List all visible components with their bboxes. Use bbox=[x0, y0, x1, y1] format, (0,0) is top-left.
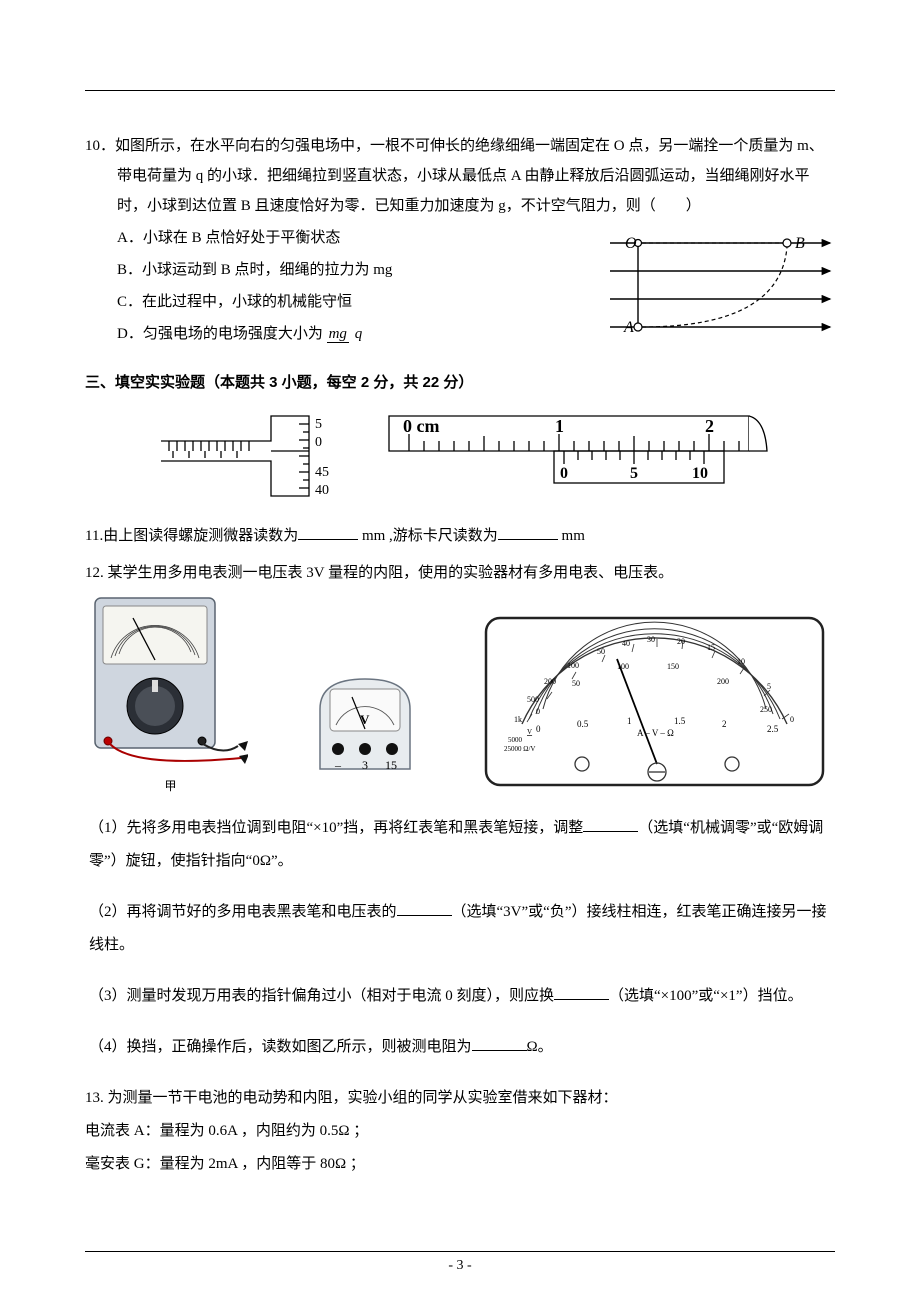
voltmeter-V: V bbox=[360, 712, 370, 727]
q10-stem: 10．如图所示，在水平向右的匀强电场中，一根不可伸长的绝缘细绳一端固定在 O 点… bbox=[85, 131, 835, 221]
question-10: 10．如图所示，在水平向右的匀强电场中，一根不可伸长的绝缘细绳一端固定在 O 点… bbox=[85, 131, 835, 349]
bm-25000: 25000 Ω/V bbox=[504, 745, 535, 753]
q12-sub3: （3）测量时发现万用表的指针偏角过小（相对于电流 0 刻度），则应换 （选填“×1… bbox=[85, 980, 835, 1013]
blank-caliper bbox=[498, 525, 558, 540]
voltmeter-svg: V – 3 15 bbox=[300, 669, 430, 789]
q13-line-a: 电流表 A：量程为 0.6A ，内阻约为 0.5Ω ； bbox=[85, 1115, 835, 1148]
question-11: 11.由上图读得螺旋测微器读数为 mm ,游标卡尺读数为 mm bbox=[85, 524, 835, 545]
q12-s4a: （4）换挡，正确操作后，读数如图乙所示，则被测电阻为 bbox=[89, 1039, 472, 1055]
q12-sub1: （1）先将多用电表挡位调到电阻“×10”挡，再将红表笔和黑表笔短接，调整（选填“… bbox=[85, 812, 835, 878]
page-number: - 3 - bbox=[0, 1258, 920, 1274]
bmi-250: 250 bbox=[760, 705, 772, 714]
cal-v5: 5 bbox=[630, 465, 638, 482]
q12-sub2: （2）再将调节好的多用电表黑表笔和电压表的（选填“3V”或“负”）接线柱相连，红… bbox=[85, 896, 835, 962]
bottom-rule bbox=[85, 1251, 835, 1252]
q11-text-b: mm ,游标卡尺读数为 bbox=[362, 528, 498, 544]
bm-0: 0 bbox=[790, 715, 794, 724]
multimeter-caption: 甲 bbox=[93, 777, 248, 794]
volt-minus: – bbox=[334, 758, 342, 772]
bmi-150: 150 bbox=[667, 662, 679, 671]
frac-den: q bbox=[353, 326, 365, 342]
label-O: O bbox=[625, 235, 637, 252]
cal-v0: 0 bbox=[560, 465, 568, 482]
frac-num: mg bbox=[327, 326, 349, 343]
question-12: 12. 某学生用多用电表测一电压表 3V 量程的内阻，使用的实验器材有多用电表、… bbox=[85, 561, 835, 1064]
bm-200: 200 bbox=[544, 677, 556, 686]
blank-s2 bbox=[397, 901, 452, 916]
micrometer-diagram: 5 0 45 40 bbox=[151, 406, 351, 506]
bmb-05: 0.5 bbox=[577, 719, 589, 729]
bmb-25: 2.5 bbox=[767, 724, 779, 734]
fraction-mg-q: mg q bbox=[327, 326, 365, 343]
q12-s1a: （1）先将多用电表挡位调到电阻“×10”挡，再将红表笔和黑表笔短接，调整 bbox=[89, 820, 583, 836]
bm-5: 5 bbox=[767, 682, 771, 691]
q12-s2a: （2）再将调节好的多用电表黑表笔和电压表的 bbox=[89, 904, 397, 920]
bm-30: 30 bbox=[647, 635, 655, 644]
bmi-0: 0 bbox=[536, 707, 540, 716]
bigmeter-figure: 1k 500 200 100 50 40 30 20 15 10 5 0 0 5… bbox=[482, 614, 827, 794]
bm-vlabel: V bbox=[527, 728, 532, 736]
volt-3: 3 bbox=[362, 758, 368, 772]
bm-1k: 1k bbox=[514, 715, 522, 724]
cal-2: 2 bbox=[705, 416, 714, 436]
bmb-1: 1 bbox=[627, 716, 632, 726]
q12-s3a: （3）测量时发现万用表的指针偏角过小（相对于电流 0 刻度），则应换 bbox=[89, 988, 554, 1004]
bm-500: 500 bbox=[527, 695, 539, 704]
q11-text-a: 11.由上图读得螺旋测微器读数为 bbox=[85, 528, 298, 544]
bm-40: 40 bbox=[622, 639, 630, 648]
top-rule bbox=[85, 90, 835, 91]
mic-5: 5 bbox=[315, 417, 322, 432]
bm-avohm: A – V – Ω bbox=[637, 728, 674, 738]
blank-micrometer bbox=[298, 525, 358, 540]
q10-number: 10． bbox=[85, 138, 115, 154]
q12-s3b: （选填“×100”或“×1”）挡位。 bbox=[609, 988, 803, 1004]
volt-15: 15 bbox=[385, 758, 397, 772]
voltmeter-figure: V – 3 15 bbox=[300, 669, 430, 794]
bmi-100: 100 bbox=[617, 662, 629, 671]
bmb-15: 1.5 bbox=[674, 716, 686, 726]
cal-v10: 10 bbox=[692, 465, 708, 482]
bmi-200: 200 bbox=[717, 677, 729, 686]
multimeter-svg bbox=[93, 596, 248, 766]
q12-s4b: Ω。 bbox=[527, 1039, 553, 1055]
bigmeter-svg: 1k 500 200 100 50 40 30 20 15 10 5 0 0 5… bbox=[482, 614, 827, 789]
q10-d-prefix: D．匀强电场的电场强度大小为 bbox=[117, 326, 323, 342]
bm-100: 100 bbox=[567, 661, 579, 670]
cal-0cm: 0 cm bbox=[403, 416, 439, 436]
label-B: B bbox=[795, 235, 805, 252]
q10-stem-text: 如图所示，在水平向右的匀强电场中，一根不可伸长的绝缘细绳一端固定在 O 点，另一… bbox=[115, 138, 824, 214]
bm-15: 15 bbox=[707, 643, 715, 652]
instruments-row: 5 0 45 40 bbox=[85, 406, 835, 506]
caliper-diagram: 0 cm 1 2 0 5 10 bbox=[379, 406, 769, 496]
blank-s4 bbox=[472, 1036, 527, 1051]
q11-text-c: mm bbox=[562, 528, 585, 544]
mic-0: 0 bbox=[315, 435, 322, 450]
mic-45: 45 bbox=[315, 465, 329, 480]
bmb-0: 0 bbox=[536, 724, 541, 734]
bm-50: 50 bbox=[597, 647, 605, 656]
q12-sub4: （4）换挡，正确操作后，读数如图乙所示，则被测电阻为 Ω。 bbox=[85, 1031, 835, 1064]
bmi-50: 50 bbox=[572, 679, 580, 688]
q10-diagram: O B A bbox=[580, 231, 835, 351]
blank-s1 bbox=[583, 817, 638, 832]
mic-40: 40 bbox=[315, 483, 329, 498]
bm-10: 10 bbox=[737, 657, 745, 666]
label-A: A bbox=[623, 319, 634, 336]
bmb-2: 2 bbox=[722, 719, 727, 729]
q13-line-g: 毫安表 G：量程为 2mA ，内阻等于 80Ω ； bbox=[85, 1148, 835, 1181]
cal-1: 1 bbox=[555, 416, 564, 436]
bm-5000: 5000 bbox=[508, 736, 523, 744]
section-3-title: 三、填空实实验题（本题共 3 小题，每空 2 分，共 22 分） bbox=[85, 371, 835, 392]
q13-stem: 13. 为测量一节干电池的电动势和内阻，实验小组的同学从实验室借来如下器材： bbox=[85, 1082, 835, 1115]
q12-stem: 12. 某学生用多用电表测一电压表 3V 量程的内阻，使用的实验器材有多用电表、… bbox=[85, 561, 835, 582]
question-13: 13. 为测量一节干电池的电动势和内阻，实验小组的同学从实验室借来如下器材： 电… bbox=[85, 1082, 835, 1181]
multimeter-figure: 甲 bbox=[93, 596, 248, 794]
bm-20: 20 bbox=[677, 637, 685, 646]
blank-s3 bbox=[554, 985, 609, 1000]
